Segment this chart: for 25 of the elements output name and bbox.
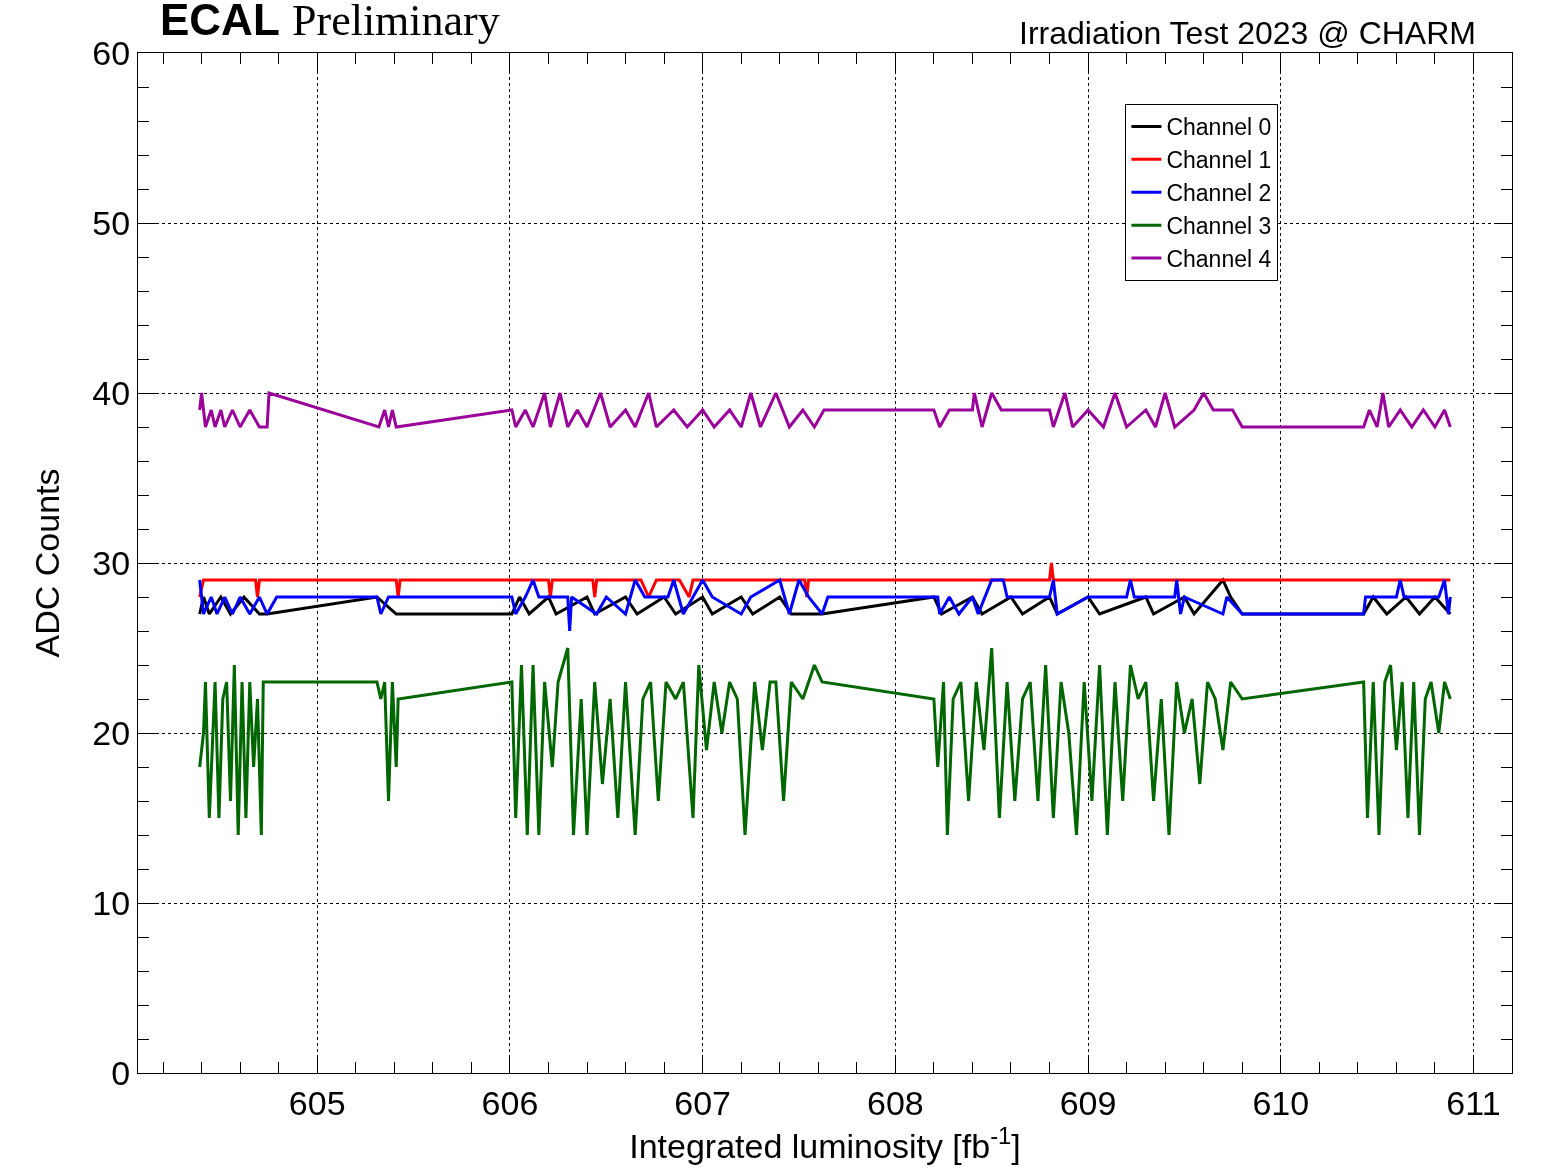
chart-subtitle: Irradiation Test 2023 @ CHARM — [1019, 15, 1476, 51]
x-tick-label: 606 — [481, 1083, 539, 1122]
legend-label: Channel 4 — [1166, 246, 1272, 273]
x-tick-label: 605 — [288, 1083, 346, 1122]
legend-label: Channel 1 — [1166, 147, 1272, 174]
y-tick-label: 0 — [111, 1053, 131, 1092]
legend-label: Channel 0 — [1166, 114, 1272, 141]
y-tick-label: 30 — [92, 543, 131, 582]
x-tick-label: 609 — [1059, 1083, 1117, 1122]
line-series — [198, 646, 1452, 837]
x-tick-label: 607 — [674, 1083, 731, 1122]
line-series — [198, 578, 1452, 633]
y-tick-label: 50 — [92, 203, 131, 242]
y-tick-label: 20 — [92, 713, 131, 752]
y-tick-label: 60 — [92, 33, 131, 72]
x-tick-label: 610 — [1252, 1083, 1310, 1122]
x-tick-label: 611 — [1446, 1083, 1501, 1122]
x-tick-label: 608 — [866, 1083, 924, 1122]
chart-title: ECAL Preliminary — [160, 0, 500, 45]
legend-label: Channel 3 — [1166, 213, 1272, 240]
x-axis-title: Integrated luminosity [fb$^{-1}$] — [629, 1121, 1021, 1166]
y-tick-label: 10 — [92, 883, 131, 922]
y-tick-label: 40 — [92, 373, 131, 412]
legend-label: Channel 2 — [1166, 180, 1272, 207]
y-axis-title: ADC Counts — [27, 468, 66, 658]
